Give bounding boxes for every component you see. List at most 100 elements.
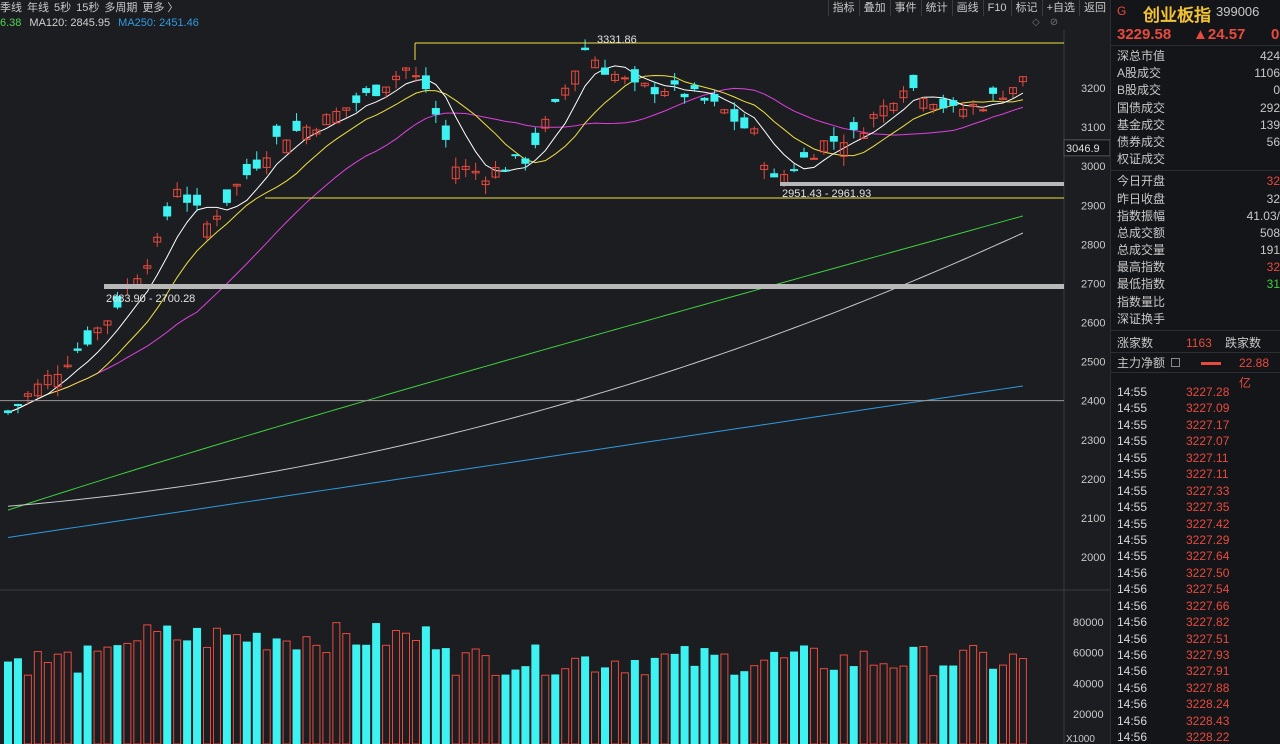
candle-body [581,47,590,51]
stat-row: 权证成交 [1111,151,1280,168]
toolbar-button[interactable]: 统计 [920,0,952,16]
ma-value: MA120: 2845.95 [29,17,111,29]
candle-body [272,125,281,137]
stat-value: 292 [1259,100,1280,115]
candle-body [372,84,381,97]
flow-bar [1201,362,1221,365]
stat-value: 424 [1259,49,1280,63]
period-tab[interactable]: 更多 〉 [142,2,179,14]
toolbar-button[interactable]: 事件 [889,0,921,16]
candle-body [929,103,938,110]
candle-body [690,85,699,90]
stat-row: 深总市值 424 [1111,48,1280,65]
gap-upper-label: 2951.43 - 2961.93 [782,188,871,200]
candle-body [4,410,12,414]
candle-body [849,122,858,130]
close-icon[interactable]: ⊘ [1049,17,1059,28]
candle-body [999,97,1007,100]
candle-body [790,169,799,172]
tick-row: 14:56 3227.91 [1111,663,1280,679]
toolbar-button[interactable]: 画线 [951,0,983,16]
tick-row: 14:55 3227.42 [1111,516,1280,532]
info-icon[interactable] [1171,358,1180,367]
candle-body [252,159,261,169]
period-tab[interactable]: 季线 [0,2,22,14]
stat-row: 国债成交 292 [1111,100,1280,117]
candle-body [63,364,72,368]
candle-body [710,93,719,102]
volume-bar [511,669,520,744]
tick-row: 14:56 3228.22 [1111,729,1280,744]
period-tab[interactable]: 5秒 [54,2,72,14]
stat-value: 56 [1266,134,1280,149]
tick-price: 3227.07 [1186,434,1230,449]
volume-bar [790,651,799,744]
volume-bar [332,622,341,744]
candle-body [541,118,550,129]
volume-bar [620,672,629,744]
tick-time: 14:56 [1117,598,1148,613]
toolbar-button[interactable]: 指标 [827,0,859,16]
toolbar-button[interactable]: F10 [982,0,1011,16]
toolbar-button[interactable]: 标记 [1010,0,1042,16]
stat-label: 指数振幅 [1117,208,1166,223]
price-tick-label: 2500 [1081,357,1105,369]
candle-body [232,183,241,187]
tick-row: 14:56 3227.93 [1111,647,1280,663]
candle-body [302,126,311,140]
stat-row: 深证换手 [1111,311,1280,328]
tick-price: 3227.93 [1186,648,1230,662]
volume-bar [252,632,261,744]
stat-label: 深证换手 [1117,311,1166,326]
current-price-label: 3046.9 [1066,143,1100,155]
volume-bar [680,646,689,744]
volume-bar [431,649,440,744]
volume-bar [551,674,560,744]
tick-price: 3228.43 [1186,713,1230,728]
volume-bar [531,644,540,744]
tick-price: 3227.91 [1186,664,1230,679]
up-count-label: 涨家数 [1117,336,1154,350]
volume-bar [411,640,420,744]
stat-label: 指数量比 [1117,294,1166,309]
tick-price: 3227.17 [1186,417,1230,432]
kline-chart[interactable]: 3200 3100 3000 2900 2800 2700 2600 2500 2400 2300… [0,0,1110,744]
stat-label: A股成交 [1117,66,1162,81]
candle-body [153,236,162,243]
candle-body [451,166,460,180]
tick-row: 14:56 3227.82 [1111,614,1280,630]
period-tab[interactable]: 年线 [27,2,49,14]
volume-tick-label: 40000 [1073,678,1104,690]
period-tab[interactable]: 多周期 [104,2,138,14]
candle-body [620,77,629,80]
toolbar-button[interactable]: 返回 [1079,0,1110,16]
gap-band-upper [780,182,1064,186]
chart-controls[interactable]: ◇ ⊘ [1032,17,1058,28]
settings-icon[interactable]: ◇ [1032,17,1040,28]
volume-bar [909,646,918,744]
stat-label: 今日开盘 [1117,174,1166,189]
volume-bar [800,645,808,744]
candle-body [591,59,600,69]
main-flow-row: 主力净额 22.88亿 [1111,353,1280,390]
volume-bar [222,634,231,744]
ma250-line [7,385,1023,538]
tick-row: 14:55 3227.17 [1111,417,1280,433]
candle-body [720,109,729,114]
candle-body [83,330,92,345]
candle-body [143,265,152,269]
tick-time: 14:55 [1117,483,1148,498]
candle-body [601,67,609,75]
tick-row: 14:55 3227.28 [1111,384,1280,400]
volume-bar [839,654,848,744]
tick-list[interactable]: 14:55 3227.28 14:55 3227.09 14:55 3227.17 14:5… [1111,384,1280,744]
volume-bar [770,651,779,744]
volume-bar [193,627,202,744]
tick-row: 14:55 3227.07 [1111,433,1280,449]
volume-bar [730,674,739,744]
candle-body [212,215,221,220]
toolbar-button[interactable]: +自选 [1041,0,1079,16]
toolbar-button[interactable]: 叠加 [858,0,890,16]
period-tab[interactable]: 15秒 [76,2,100,14]
volume-bar [33,651,42,744]
